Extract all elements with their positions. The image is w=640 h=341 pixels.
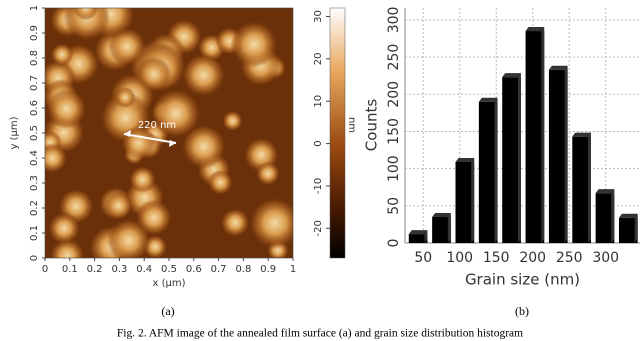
y-tick-label: 0.5 [29, 125, 40, 141]
x-tick-label: 150 [483, 250, 510, 266]
x-tick-label: 0.6 [186, 264, 202, 275]
x-tick-label: 50 [414, 250, 432, 266]
grain [230, 21, 278, 68]
colorbar-label: nm [346, 117, 357, 133]
x-tick-label: 0.9 [260, 264, 276, 275]
y-tick-label: 0.9 [29, 25, 40, 41]
x-tick-label: 0.2 [87, 264, 103, 275]
scale-arrow [123, 133, 177, 144]
grain [222, 110, 243, 131]
arrow-head [124, 130, 176, 147]
grain [114, 86, 136, 108]
grain [207, 169, 233, 195]
y-axis-label: Counts [363, 99, 381, 152]
grain [106, 218, 151, 258]
x-axis-label: Grain size (nm) [465, 271, 580, 289]
grain [63, 8, 111, 41]
x-tick-label: 300 [592, 250, 619, 266]
annotation: 220 nm [138, 120, 176, 131]
bar-bevel [455, 157, 475, 243]
grain [220, 208, 250, 237]
colorbar-tick-label: -10 [313, 178, 324, 194]
colorbar-tick-label: 0 [313, 140, 324, 146]
colorbar-tick-label: 30 [313, 10, 324, 23]
grain [136, 56, 172, 92]
grain [256, 161, 280, 186]
y-tick-label: 0.1 [29, 225, 40, 241]
caption: Fig. 2. AFM image of the annealed film s… [117, 328, 523, 340]
bar-bevel [595, 189, 615, 243]
y-tick-label: 50 [386, 197, 402, 215]
colorbar-tick-label: 10 [313, 95, 324, 108]
bar-bevel [548, 65, 568, 243]
colorbar-tick-label: -20 [313, 220, 324, 236]
x-tick-label: 0.7 [211, 264, 227, 275]
bar [572, 136, 591, 243]
y-tick-label: 300 [386, 7, 402, 34]
bar-bevel [525, 27, 545, 243]
y-tick-label: 0.7 [29, 75, 40, 91]
bar [595, 193, 615, 243]
x-tick-label: 0.5 [161, 264, 177, 275]
grain [182, 53, 225, 97]
grain [151, 88, 201, 138]
bar [478, 101, 498, 243]
y-tick-label: 0.4 [29, 150, 40, 166]
bar-bevel [572, 132, 591, 243]
bar [455, 161, 475, 243]
y-tick-label: 200 [386, 81, 402, 108]
x-axis-label: x (µm) [152, 278, 185, 289]
grain [50, 43, 74, 66]
grain [73, 8, 98, 21]
x-tick-label: 100 [446, 250, 473, 266]
y-tick-label: 0 [29, 255, 40, 261]
y-tick-label: 250 [386, 44, 402, 71]
grain [48, 212, 80, 245]
y-tick-label: 0.3 [29, 175, 40, 191]
grain [181, 124, 226, 169]
bar-bevel [502, 73, 521, 243]
y-tick-label: 0.6 [29, 100, 40, 116]
x-tick-label: 0.1 [62, 264, 78, 275]
x-tick-label: 250 [556, 250, 583, 266]
bar-bevel [408, 230, 428, 243]
x-tick-label: 0.4 [136, 264, 152, 275]
bar [432, 216, 451, 243]
panel-label: (b) [515, 304, 529, 318]
y-tick-label: 0 [386, 239, 402, 248]
bar-bevel [478, 97, 498, 243]
y-tick-label: 0.2 [29, 200, 40, 216]
grain [50, 238, 85, 258]
bar [548, 69, 568, 243]
bar-bevel [432, 212, 451, 243]
grain [45, 143, 68, 173]
grain [249, 197, 293, 249]
colorbar [329, 7, 346, 259]
bar [408, 234, 428, 243]
y-tick-label: 0.8 [29, 50, 40, 66]
grain [104, 191, 133, 220]
y-tick-label: 1 [29, 5, 40, 11]
x-tick-label: 200 [519, 250, 546, 266]
x-tick-label: 0 [42, 264, 48, 275]
grain [121, 125, 156, 161]
panel-label: (a) [161, 304, 174, 318]
bar [502, 77, 521, 243]
x-tick-label: 1 [290, 264, 296, 275]
bar-bevel [618, 213, 638, 243]
grain [129, 166, 157, 193]
colorbar-tick-label: 20 [313, 52, 324, 65]
x-tick-label: 0.8 [235, 264, 251, 275]
y-tick-label: 150 [386, 118, 402, 145]
grain [46, 88, 87, 129]
x-tick-label: 0.3 [111, 264, 127, 275]
y-axis-label: y (µm) [9, 116, 20, 149]
bar [618, 217, 638, 243]
bar [525, 31, 545, 243]
y-tick-label: 100 [386, 155, 402, 182]
